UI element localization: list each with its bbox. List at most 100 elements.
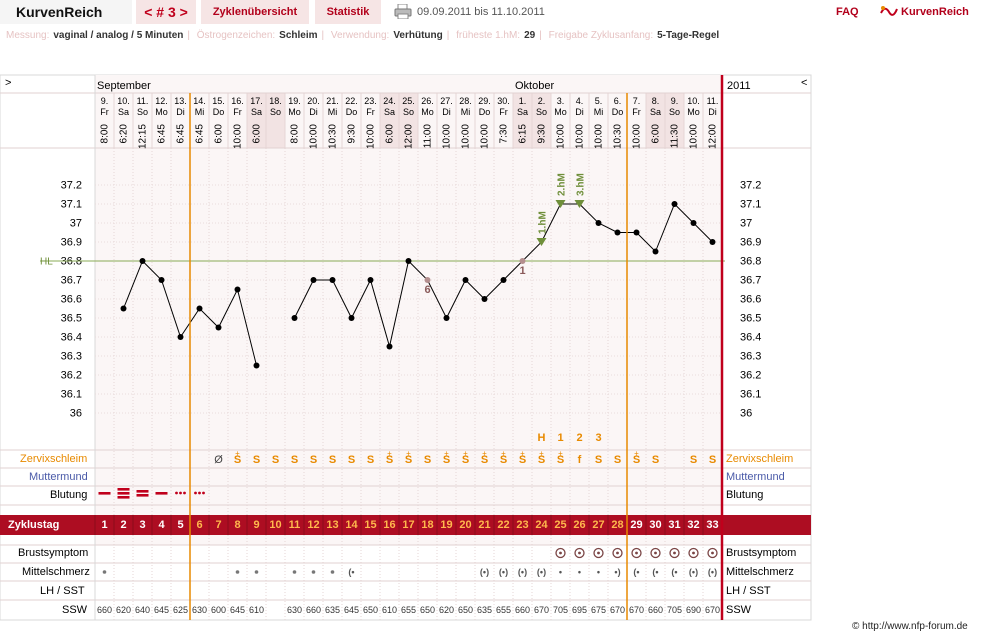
kurvenreich-logo[interactable]: KurvenReich	[880, 0, 969, 24]
ssw-value: 695	[572, 605, 587, 615]
zervix-plus: +	[387, 449, 392, 458]
y-tick-right: 37.1	[740, 199, 761, 211]
meta-label: Verwendung:	[330, 30, 390, 41]
day-date: 24.	[383, 96, 396, 106]
kurvenreich-logo-icon	[880, 6, 898, 16]
day-weekday: Fr	[366, 107, 375, 117]
bleeding-mark	[202, 491, 205, 495]
day-date: 26.	[421, 96, 434, 106]
hm-label: 1.hM	[538, 211, 549, 234]
cycle-day-number: 4	[158, 519, 165, 531]
day-date: 6.	[614, 96, 622, 106]
cycle-day-number: 25	[554, 519, 566, 531]
temp-point	[139, 258, 146, 264]
pain-dot	[292, 570, 297, 574]
coverline-label: HL	[40, 257, 53, 268]
ssw-value: 650	[363, 605, 378, 615]
zervix-plus: +	[501, 449, 506, 458]
count-label: 1	[519, 265, 525, 277]
day-time: 6:00	[252, 124, 263, 144]
zervix-mark: S	[500, 454, 507, 466]
printer-icon[interactable]	[394, 3, 412, 20]
y-tick-right: 36.7	[740, 275, 761, 287]
day-weekday: Mi	[594, 107, 604, 117]
cycle-day-number: 22	[497, 519, 509, 531]
cycle-day-number: 26	[573, 519, 585, 531]
breast-symptom-dot	[673, 551, 676, 555]
ssw-value: 645	[230, 605, 245, 615]
day-time: 6:45	[195, 124, 206, 144]
zervix-mark: S	[234, 454, 241, 466]
zervix-mark: S	[272, 454, 279, 466]
zervix-mark: S	[709, 454, 716, 466]
brand-title[interactable]: KurvenReich	[0, 0, 132, 24]
day-weekday: Sa	[251, 107, 262, 117]
meta-value: Schleim	[279, 30, 318, 41]
y-tick-left: 36.6	[61, 294, 82, 306]
tab-statistik[interactable]: Statistik	[315, 0, 381, 24]
day-time: 6:45	[157, 124, 168, 144]
y-tick-right: 36	[740, 408, 752, 420]
day-weekday: Mo	[687, 107, 700, 117]
ssw-value: 655	[401, 605, 416, 615]
zervix-plus: +	[520, 449, 525, 458]
logo-text: KurvenReich	[901, 6, 969, 18]
breast-symptom-dot	[635, 551, 638, 555]
day-time: 6:45	[176, 124, 187, 144]
breast-symptom-icon	[593, 547, 604, 559]
row-label-brustsymptom-right: Brustsymptom	[726, 547, 796, 559]
pain-symbol: •	[597, 567, 600, 577]
cycle-day-number: 11	[289, 519, 301, 531]
ssw-value: 635	[325, 605, 340, 615]
zervix-mark: S	[253, 454, 260, 466]
y-tick-left: 36.7	[61, 275, 82, 287]
day-time: 6:20	[119, 124, 130, 144]
cycle-day-number: 20	[459, 519, 471, 531]
cycle-day-number: 12	[307, 519, 319, 531]
pain-symbol: (•)	[689, 567, 698, 577]
ssw-value: 610	[249, 605, 264, 615]
zervix-mark: S	[462, 454, 469, 466]
meta-value: 5-Tage-Regel	[657, 30, 720, 41]
peak-label: H	[538, 432, 546, 444]
meta-label: Östrogenzeichen:	[196, 30, 276, 41]
day-weekday: Di	[309, 107, 318, 117]
cycle-day-number: 2	[120, 519, 126, 531]
day-date: 17.	[250, 96, 263, 106]
pain-dot	[235, 570, 240, 574]
cycle-day-number: 33	[706, 519, 718, 531]
y-tick-left: 36.9	[61, 237, 82, 249]
ssw-value: 650	[458, 605, 473, 615]
y-tick-left: 36.4	[61, 332, 82, 344]
cycle-meta: Messung: vaginal / analog / 5 Minuten | Ös…	[6, 30, 720, 41]
day-time: 10:00	[689, 124, 700, 149]
breast-symptom-icon	[631, 547, 642, 559]
cycle-switcher[interactable]: < # 3 >	[136, 0, 196, 24]
day-time: 11:00	[423, 124, 434, 149]
day-weekday: Di	[575, 107, 584, 117]
faq-link[interactable]: FAQ	[836, 6, 859, 18]
breast-symptom-icon	[650, 547, 661, 559]
ssw-value: 630	[192, 605, 207, 615]
y-tick-left: 36.3	[61, 351, 82, 363]
day-time: 9:30	[347, 124, 358, 144]
cycle-day-number: 17	[402, 519, 414, 531]
tab-zyklenuebersicht[interactable]: Zyklenübersicht	[201, 0, 309, 24]
day-date: 11.	[137, 96, 149, 106]
zervix-plus: +	[406, 449, 411, 458]
day-date: 15.	[212, 96, 225, 106]
day-weekday: Mo	[155, 107, 168, 117]
day-time: 10:00	[632, 124, 643, 149]
peak-label: 1	[557, 432, 563, 444]
y-tick-right: 36.4	[740, 332, 761, 344]
y-tick-right: 37.2	[740, 180, 761, 192]
y-tick-left: 36.1	[61, 389, 82, 401]
breast-symptom-icon	[555, 547, 566, 559]
weekend-header	[532, 93, 551, 148]
zervix-mark: S	[329, 454, 336, 466]
ssw-value: 650	[420, 605, 435, 615]
cycle-day-number: 19	[440, 519, 452, 531]
cycle-day-number: 30	[649, 519, 661, 531]
day-weekday: Fr	[233, 107, 242, 117]
day-date: 23.	[364, 96, 377, 106]
